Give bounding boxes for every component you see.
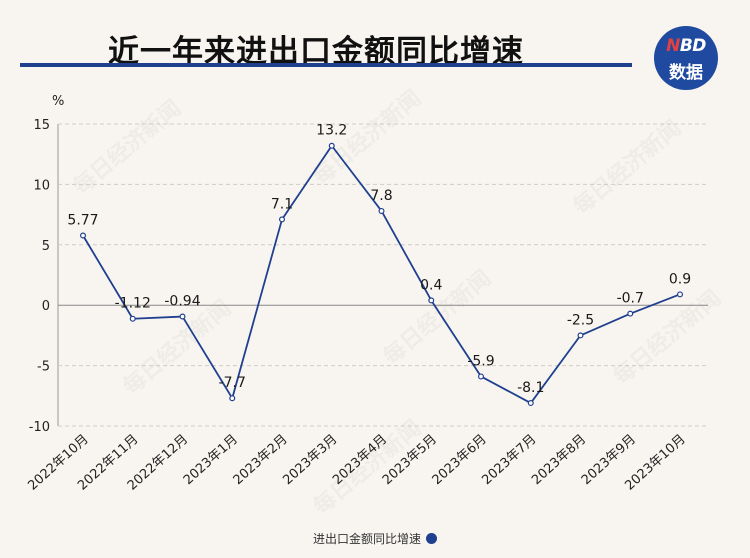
data-point[interactable] (79, 232, 86, 239)
data-label: 7.1 (271, 196, 293, 212)
data-label: 13.2 (316, 123, 347, 139)
data-label: 7.8 (370, 188, 392, 204)
data-point[interactable] (378, 207, 385, 214)
y-axis-unit: % (52, 94, 65, 109)
data-point[interactable] (328, 142, 335, 149)
data-label: -8.1 (517, 380, 544, 396)
nbd-logo: NBD 数据 (654, 26, 718, 90)
logo-text-data: 数据 (669, 63, 703, 83)
y-tick-label: 10 (33, 178, 50, 193)
logo-letter-n: N (666, 36, 680, 56)
data-label: -5.9 (467, 353, 494, 369)
data-point[interactable] (129, 315, 136, 322)
logo-letters-bd: BD (679, 36, 707, 56)
y-tick-label: 0 (42, 299, 50, 314)
y-tick-label: 15 (33, 118, 50, 133)
legend-marker-icon (426, 533, 437, 544)
grid-lines (57, 123, 708, 427)
data-point[interactable] (229, 395, 236, 402)
data-point[interactable] (527, 400, 534, 407)
data-label: 0.4 (420, 277, 442, 293)
data-points (79, 142, 683, 407)
legend[interactable]: 进出口金额同比增速 (0, 530, 750, 547)
data-label: 5.77 (67, 212, 98, 228)
y-tick-label: 5 (42, 239, 50, 254)
y-tick-label: -5 (37, 360, 50, 375)
data-label: 0.9 (669, 271, 691, 287)
data-point[interactable] (627, 310, 634, 317)
data-point[interactable] (577, 332, 584, 339)
data-point[interactable] (179, 313, 186, 320)
data-labels: 5.77 -1.12 -0.94 -7.7 7.1 13.2 7.8 0.4 -5.9 -8.1 -… (67, 123, 691, 396)
data-label: -0.94 (164, 294, 200, 310)
data-point[interactable] (676, 291, 683, 298)
y-tick-label: -10 (29, 420, 50, 435)
x-axis-ticks: 2022年10月2022年11月2022年12月2023年1月2023年2月20… (25, 432, 688, 494)
data-point[interactable] (478, 373, 485, 380)
data-label: -7.7 (219, 375, 246, 391)
data-label: -2.5 (567, 312, 594, 328)
data-label: -1.12 (115, 296, 151, 312)
logo-text-nbd: NBD (654, 36, 718, 56)
legend-label: 进出口金额同比增速 (312, 532, 421, 546)
data-label: -0.7 (617, 291, 644, 307)
title-underline (20, 63, 632, 67)
data-point[interactable] (428, 297, 435, 304)
y-axis-ticks: 15 10 5 0 -5 -10 (29, 118, 50, 435)
data-point[interactable] (279, 216, 286, 223)
